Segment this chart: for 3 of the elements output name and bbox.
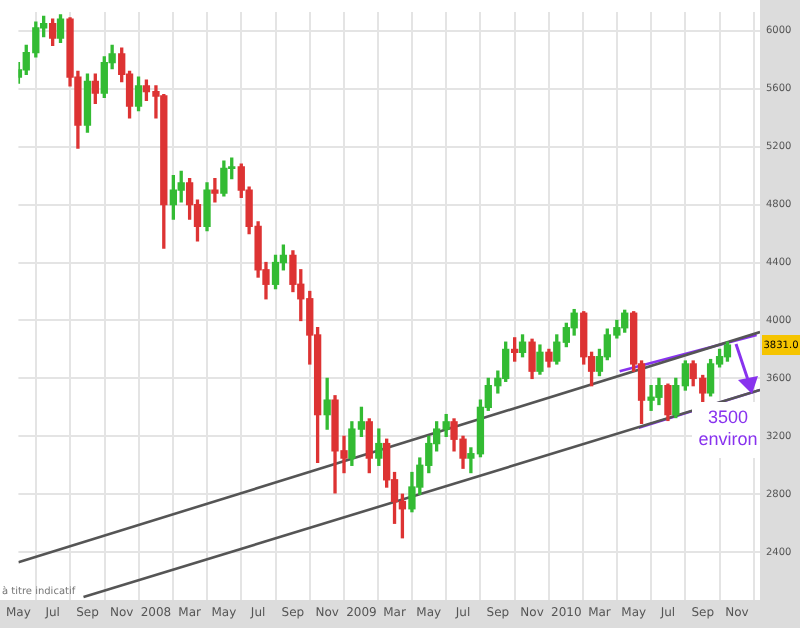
candlestick [647,385,655,411]
candlestick [211,177,219,203]
annotation: 3500 environ [698,406,758,449]
